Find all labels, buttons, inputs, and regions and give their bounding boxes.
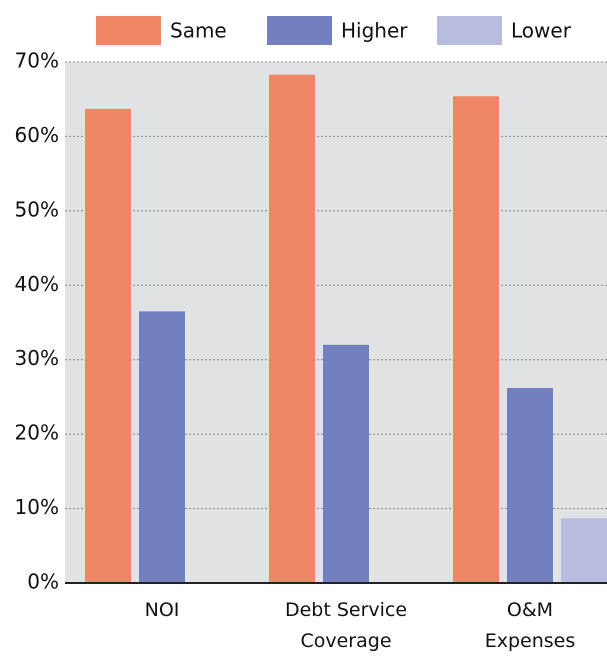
legend-label: Higher xyxy=(341,19,408,43)
y-tick-label: 0% xyxy=(27,570,59,594)
bar xyxy=(269,74,315,583)
y-tick-label: 20% xyxy=(15,421,59,445)
x-tick-label: Debt Service Coverage xyxy=(284,599,408,652)
bar xyxy=(85,108,131,583)
legend-label: Same xyxy=(170,19,227,43)
legend-swatch xyxy=(437,16,502,45)
y-tick-label: 70% xyxy=(15,49,59,73)
legend-swatch xyxy=(96,16,161,45)
bar xyxy=(561,518,607,583)
x-tick-label: O&M Expenses xyxy=(484,599,576,652)
bar xyxy=(323,344,369,583)
legend-label: Lower xyxy=(511,19,572,43)
bar xyxy=(507,387,553,583)
y-tick-label: 40% xyxy=(15,272,59,296)
legend-swatch xyxy=(267,16,332,45)
bar xyxy=(453,96,499,583)
bar xyxy=(139,311,185,583)
x-tick-label: NOI xyxy=(144,599,180,621)
y-tick-label: 10% xyxy=(15,495,59,519)
y-tick-label: 50% xyxy=(15,197,59,221)
y-tick-label: 30% xyxy=(15,346,59,370)
y-tick-label: 60% xyxy=(15,123,59,147)
